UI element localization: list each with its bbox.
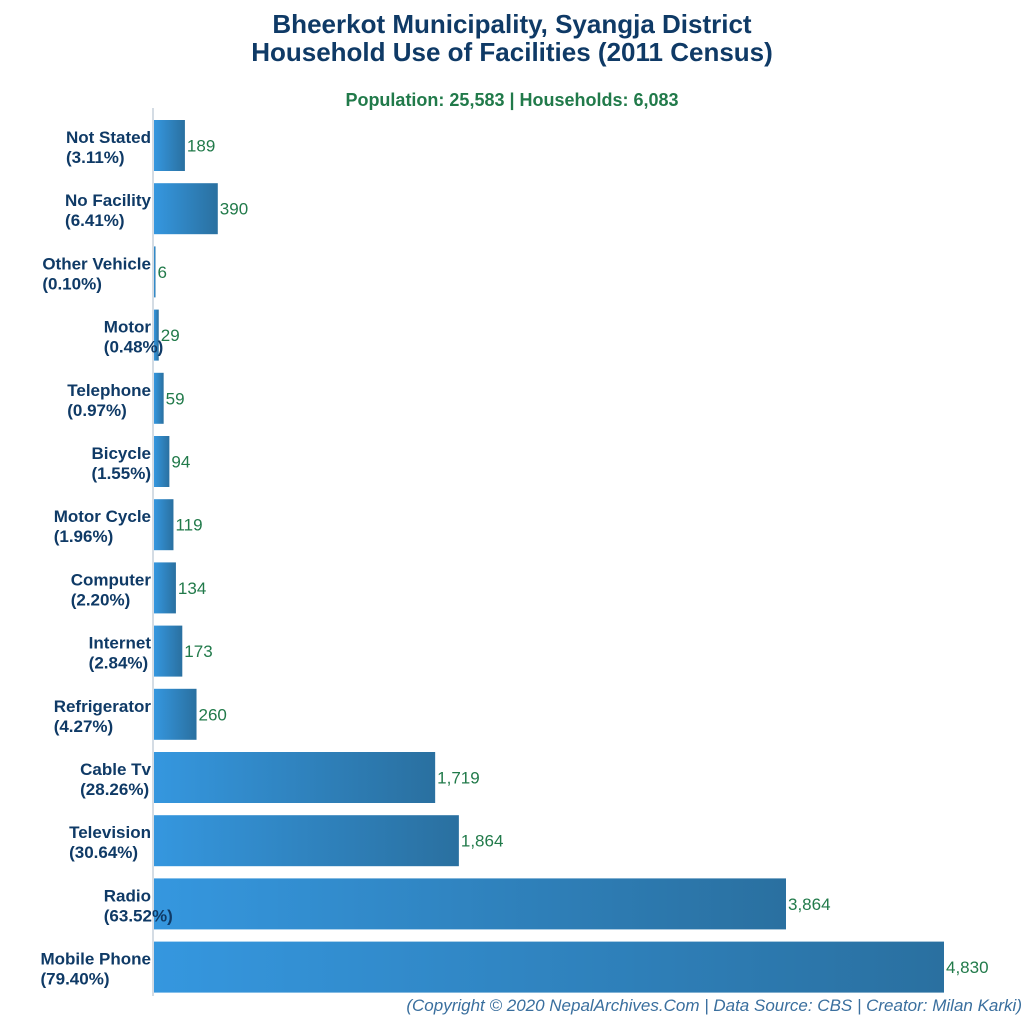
category-label: Bicycle bbox=[91, 444, 151, 463]
value-label: 119 bbox=[175, 516, 202, 535]
percent-label: (3.11%) bbox=[66, 148, 125, 167]
bar-computer bbox=[154, 562, 176, 614]
category-label: Radio bbox=[104, 886, 151, 905]
bar-motor-cycle bbox=[154, 499, 174, 551]
percent-label: (28.26%) bbox=[80, 780, 149, 799]
percent-label: (2.84%) bbox=[89, 654, 149, 673]
percent-label: (0.10%) bbox=[42, 274, 102, 293]
value-label: 260 bbox=[199, 705, 227, 724]
percent-label: (1.96%) bbox=[54, 527, 114, 546]
bar-refrigerator bbox=[154, 688, 197, 740]
percent-label: (1.55%) bbox=[91, 464, 151, 483]
category-label: Cable Tv bbox=[80, 760, 151, 779]
percent-label: (6.41%) bbox=[65, 211, 125, 230]
category-label: Motor Cycle bbox=[54, 507, 151, 526]
category-label: Mobile Phone bbox=[41, 950, 152, 969]
percent-label: (63.52%) bbox=[104, 906, 173, 925]
category-label: Refrigerator bbox=[54, 697, 152, 716]
value-label: 29 bbox=[161, 326, 180, 345]
bars-group: 189 Not Stated(3.11%) 390 No Facility(6.41%… bbox=[41, 120, 989, 993]
category-label: Not Stated bbox=[66, 128, 151, 147]
value-label: 134 bbox=[178, 579, 206, 598]
bar-television bbox=[154, 815, 459, 867]
category-label: Telephone bbox=[67, 381, 151, 400]
bar-no-facility bbox=[154, 183, 218, 235]
category-label: Other Vehicle bbox=[42, 254, 151, 273]
category-label: Motor bbox=[104, 318, 152, 337]
chart-subtitle: Population: 25,583 | Households: 6,083 bbox=[345, 90, 679, 110]
percent-label: (0.48%) bbox=[104, 338, 164, 357]
percent-label: (4.27%) bbox=[54, 717, 114, 736]
chart-title-line-1: Bheerkot Municipality, Syangja District bbox=[272, 9, 752, 39]
value-label: 390 bbox=[220, 200, 248, 219]
value-label: 4,830 bbox=[946, 958, 989, 977]
bar-bicycle bbox=[154, 436, 170, 487]
percent-label: (0.97%) bbox=[67, 401, 127, 420]
bar-radio bbox=[154, 878, 786, 930]
bar-internet bbox=[154, 625, 183, 677]
value-label: 6 bbox=[158, 263, 167, 282]
bar-cable-tv bbox=[154, 752, 436, 803]
value-label: 1,719 bbox=[437, 769, 480, 788]
category-label: No Facility bbox=[65, 191, 152, 210]
value-label: 3,864 bbox=[788, 895, 831, 914]
value-label: 94 bbox=[171, 453, 190, 472]
copyright-footer: (Copyright © 2020 NepalArchives.Com | Da… bbox=[406, 996, 1022, 1015]
category-label: Computer bbox=[71, 570, 152, 589]
value-label: 189 bbox=[187, 137, 215, 156]
category-label: Internet bbox=[89, 634, 152, 653]
value-label: 1,864 bbox=[461, 832, 504, 851]
bar-mobile-phone bbox=[154, 941, 944, 993]
bar-not-stated bbox=[154, 120, 185, 171]
bar-other-vehicle bbox=[154, 246, 156, 298]
value-label: 173 bbox=[184, 642, 212, 661]
percent-label: (30.64%) bbox=[69, 843, 138, 862]
value-label: 59 bbox=[166, 389, 185, 408]
percent-label: (2.20%) bbox=[71, 590, 131, 609]
chart-title-line-2: Household Use of Facilities (2011 Census… bbox=[251, 37, 773, 67]
category-label: Television bbox=[69, 823, 151, 842]
bar-motor bbox=[154, 309, 159, 361]
bar-telephone bbox=[154, 372, 164, 424]
percent-label: (79.40%) bbox=[41, 970, 110, 989]
